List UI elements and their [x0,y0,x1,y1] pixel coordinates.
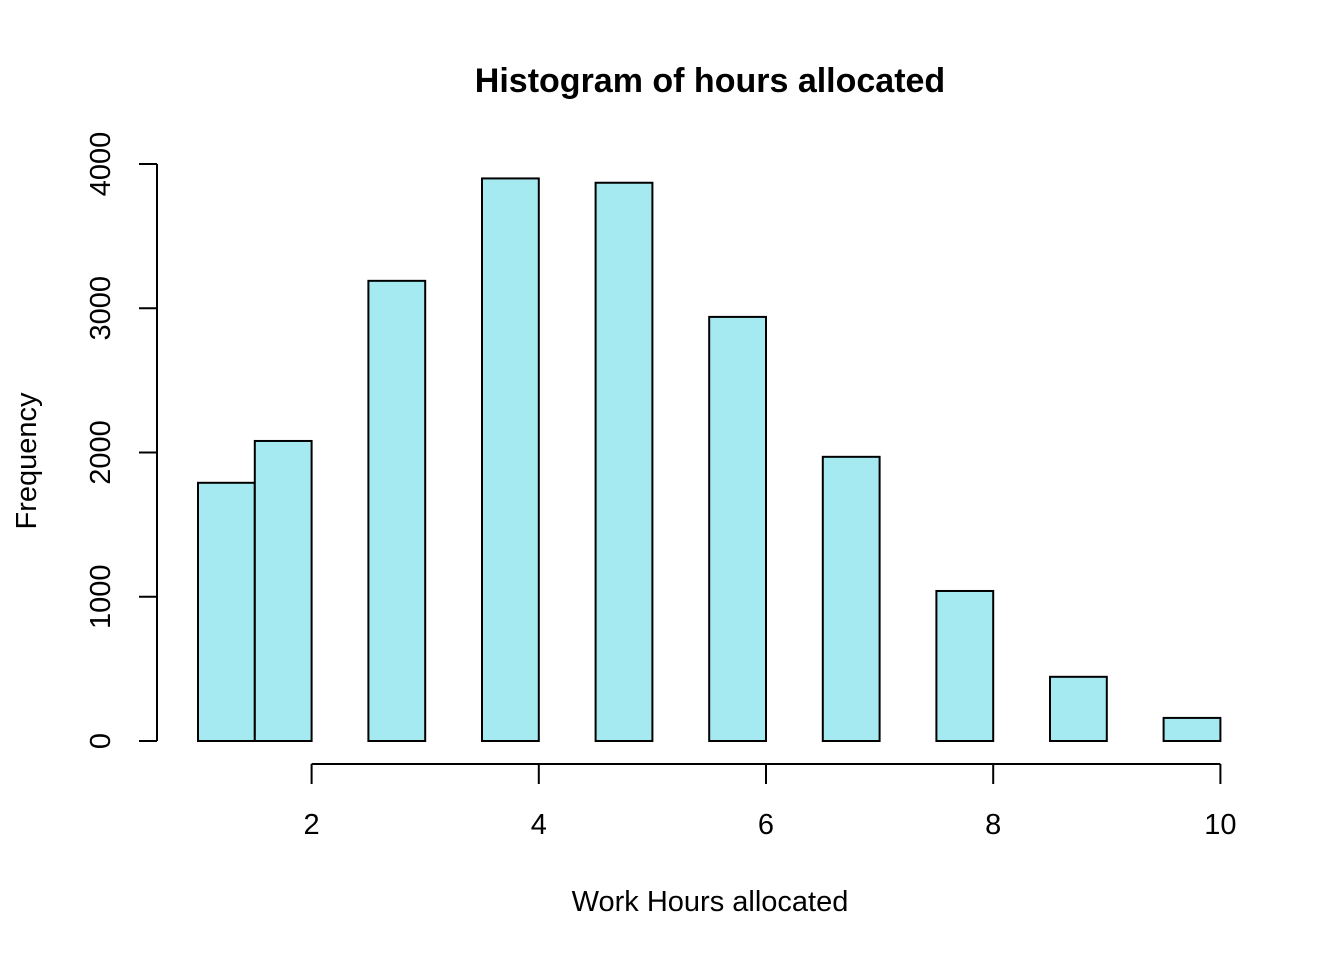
bar-0 [197,481,256,742]
bar-9 [1162,716,1222,742]
y-tick-label-2: 2000 [85,420,117,485]
y-tick-label-1: 1000 [85,564,117,629]
x-tick-label-3: 8 [985,809,1001,841]
bar-5 [708,315,768,742]
y-axis: 0 1000 2000 3000 4000 [85,132,158,749]
bar-8 [1049,675,1108,743]
x-tick-label-4: 10 [1204,809,1236,841]
y-axis-label: Frequency [11,392,43,530]
x-tick-label-1: 4 [531,809,547,841]
bar-4 [594,181,654,742]
x-axis: 2 4 6 8 10 [304,763,1237,841]
bar-2 [367,279,427,742]
bar-6 [821,455,881,742]
bar-1 [253,439,313,742]
y-tick-label-3: 3000 [85,276,117,341]
x-axis-label: Work Hours allocated [572,886,849,918]
y-tick-label-4: 4000 [85,132,117,197]
y-tick-label-0: 0 [85,733,117,749]
x-tick-label-2: 6 [758,809,774,841]
x-tick-label-0: 2 [304,809,320,841]
chart-title: Histogram of hours allocated [475,62,945,100]
bars-group [197,177,1222,743]
bar-3 [481,177,540,743]
bar-7 [935,589,995,742]
